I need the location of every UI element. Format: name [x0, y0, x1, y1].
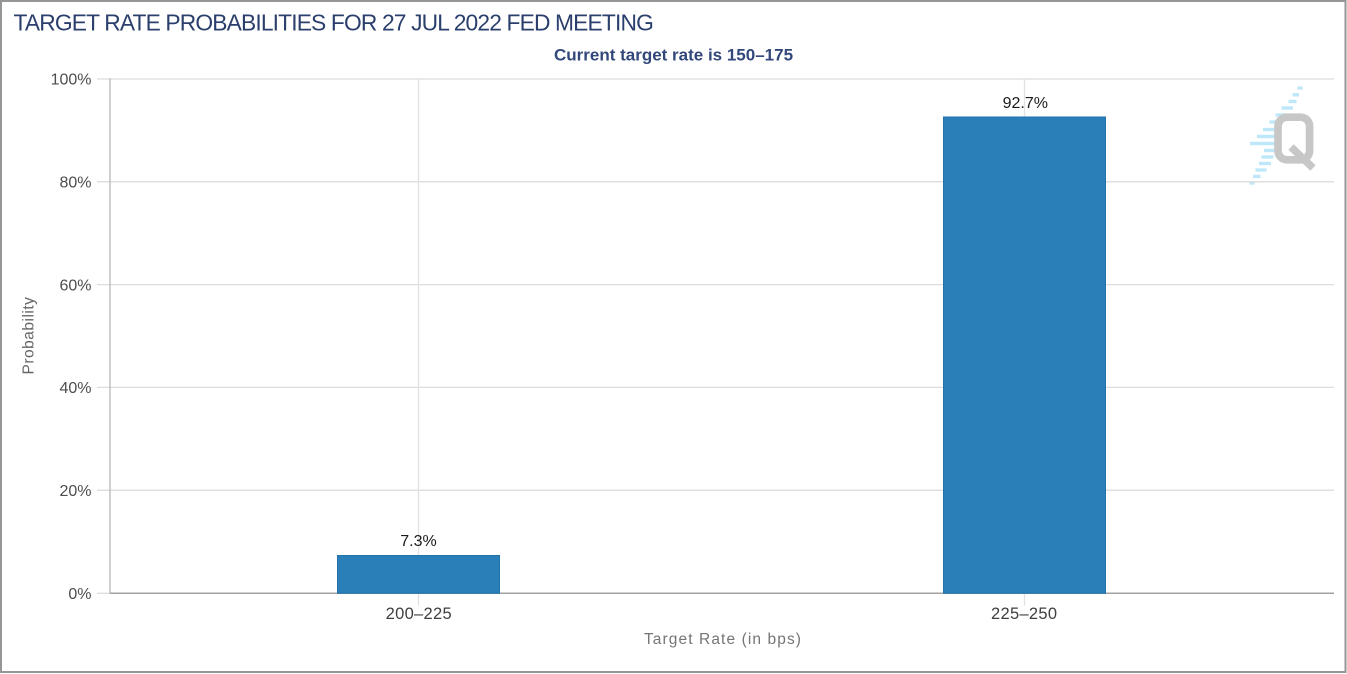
svg-text:60%: 60% [59, 277, 91, 294]
svg-text:TARGET RATE PROBABILITIES FOR: TARGET RATE PROBABILITIES FOR 27 JUL 202… [14, 10, 654, 36]
svg-text:0%: 0% [68, 586, 91, 603]
svg-text:20%: 20% [59, 483, 91, 500]
svg-text:Current target rate is 150–175: Current target rate is 150–175 [554, 45, 793, 64]
svg-text:Target Rate (in bps): Target Rate (in bps) [644, 631, 802, 648]
svg-text:92.7%: 92.7% [1003, 95, 1048, 112]
svg-text:40%: 40% [59, 380, 91, 397]
svg-text:80%: 80% [59, 175, 91, 192]
svg-text:7.3%: 7.3% [400, 533, 436, 550]
svg-text:Probability: Probability [21, 297, 38, 375]
svg-text:225–250: 225–250 [991, 605, 1057, 623]
svg-text:100%: 100% [51, 72, 92, 89]
svg-text:200–225: 200–225 [386, 605, 452, 623]
